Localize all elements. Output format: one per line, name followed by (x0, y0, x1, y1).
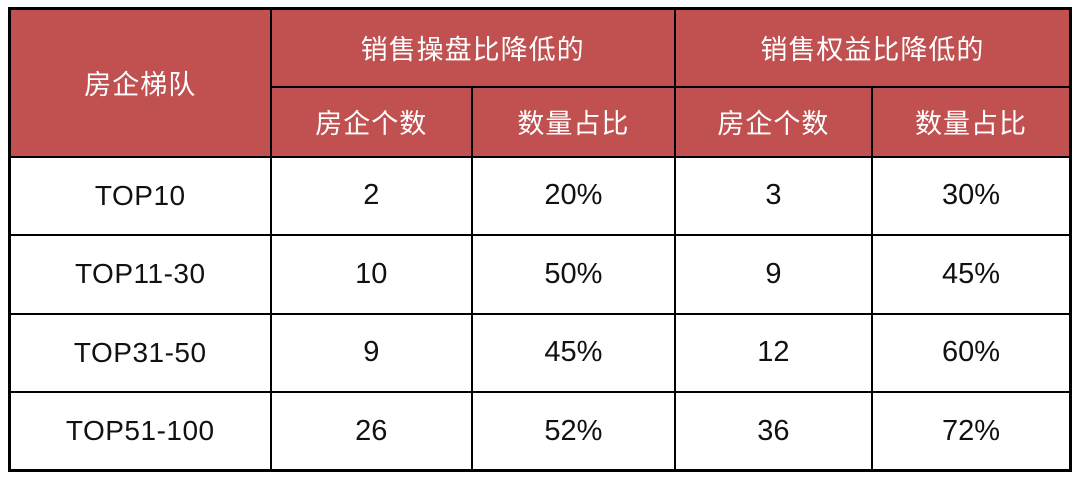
equity-count-value: 3 (673, 155, 874, 236)
tier-label: TOP51-100 (8, 391, 272, 472)
operation-count-value: 26 (269, 391, 474, 472)
housing-enterprise-ratio-table: 房企梯队 销售操盘比降低的 销售权益比降低的 房企个数 数量占比 房企个数 数量… (8, 7, 1072, 472)
col-header-equity-share: 数量占比 (871, 85, 1072, 158)
equity-count-value: 36 (673, 391, 874, 472)
equity-share-value: 45% (871, 234, 1072, 315)
operation-count-value: 10 (269, 234, 474, 315)
equity-share-value: 30% (871, 155, 1072, 236)
tier-label: TOP10 (8, 155, 272, 236)
corner-header-tier: 房企梯队 (8, 7, 272, 158)
operation-share-value: 20% (471, 155, 676, 236)
sub-header-row: 房企个数 数量占比 房企个数 数量占比 (10, 85, 1072, 158)
table-row-top11-30: TOP11-30 10 50% 9 45% (8, 234, 1072, 315)
table-row-top51-100: TOP51-100 26 52% 36 72% (8, 391, 1072, 472)
table-row-top10: TOP10 2 20% 3 30% (8, 155, 1072, 236)
operation-count-value: 9 (269, 312, 474, 393)
equity-count-value: 9 (673, 234, 874, 315)
col-header-equity-count: 房企个数 (673, 85, 874, 158)
operation-share-value: 45% (471, 312, 676, 393)
group-header-row: 房企梯队 销售操盘比降低的 销售权益比降低的 (8, 7, 1072, 158)
col-header-operation-count: 房企个数 (269, 85, 474, 158)
tier-label: TOP31-50 (8, 312, 272, 393)
table-row-top31-50: TOP31-50 9 45% 12 60% (8, 312, 1072, 393)
group-header-operation-ratio: 销售操盘比降低的 (269, 7, 676, 88)
operation-share-value: 52% (471, 391, 676, 472)
tier-label: TOP11-30 (8, 234, 272, 315)
operation-share-value: 50% (471, 234, 676, 315)
equity-count-value: 12 (673, 312, 874, 393)
operation-count-value: 2 (269, 155, 474, 236)
equity-share-value: 60% (871, 312, 1072, 393)
equity-share-value: 72% (871, 391, 1072, 472)
group-header-equity-ratio: 销售权益比降低的 (673, 7, 1072, 88)
col-header-operation-share: 数量占比 (471, 85, 676, 158)
